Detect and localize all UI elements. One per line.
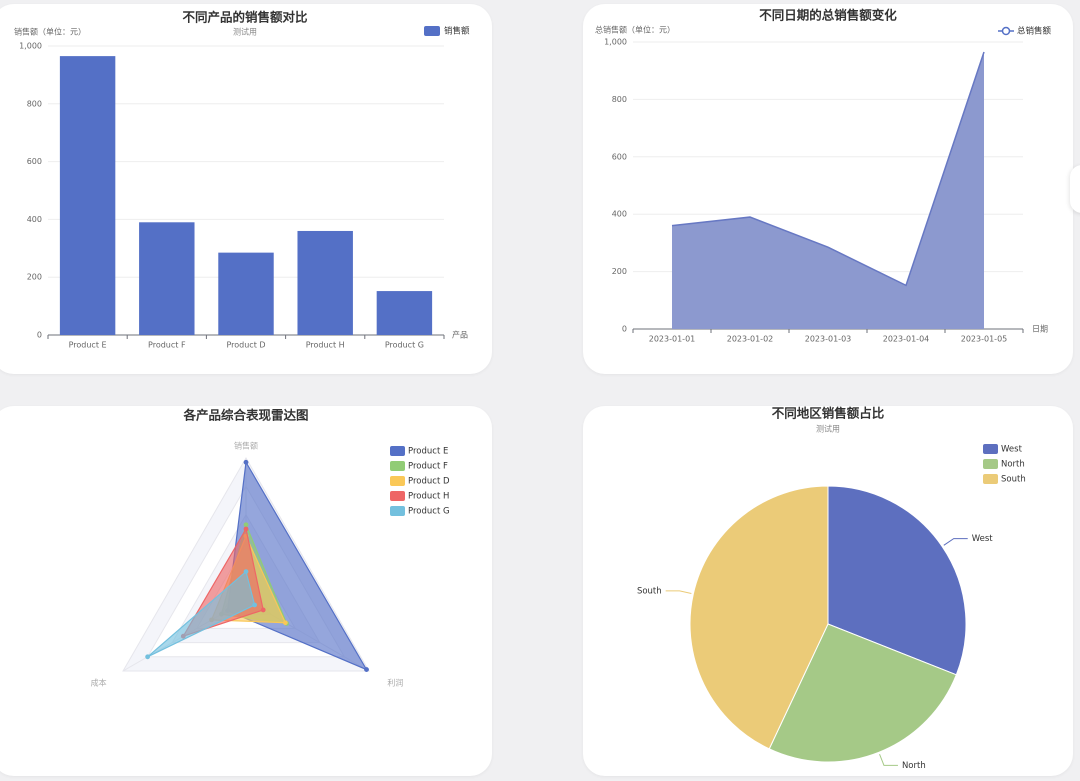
x-tick-label: 2023-01-04	[883, 335, 930, 344]
series-line-total	[671, 51, 985, 287]
pie-slice-south	[689, 485, 829, 750]
y-tick-label: 600	[27, 157, 42, 166]
radar-point-product-g	[145, 654, 151, 660]
radar-point-product-e	[364, 667, 369, 672]
pie-chart-panel: 不同地区销售额占比测试用 West North South West North South	[583, 406, 1073, 776]
legend-swatch-south	[983, 474, 998, 484]
legend-swatch-west	[983, 444, 998, 454]
pie-label-line-south	[665, 590, 692, 594]
pie-label-west: West	[972, 534, 994, 544]
legend-label-product-e: Product E	[408, 447, 448, 457]
x-tick-label: 2023-01-01	[649, 335, 696, 344]
x-tick-label: Product D	[226, 341, 265, 350]
chart-title: 不同产品的销售额对比	[182, 10, 308, 25]
x-tick-label: 2023-01-03	[805, 335, 852, 344]
legend-swatch-product-h	[390, 491, 405, 501]
y-tick-label: 800	[27, 99, 42, 108]
chart-title: 不同日期的总销售额变化	[759, 8, 897, 23]
radar-point-product-h	[243, 526, 249, 532]
legend-label-north: North	[1001, 460, 1025, 470]
legend-swatch-product-d	[390, 476, 405, 486]
pie-label-north: North	[902, 761, 926, 771]
bar-product-f	[139, 222, 195, 335]
bar-product-g	[376, 291, 433, 335]
y-tick-label: 0	[622, 325, 627, 334]
x-tick-label: Product E	[69, 341, 107, 350]
legend-label-south: South	[1001, 475, 1026, 485]
x-tick-label: 2023-01-05	[961, 335, 1008, 344]
chart-subtitle: 测试用	[816, 424, 840, 434]
legend-label-product-d: Product D	[408, 477, 450, 487]
y-tick-label: 200	[612, 267, 627, 276]
bar-product-h	[297, 230, 353, 335]
chart-title: 不同地区销售额占比	[772, 406, 885, 421]
radar-point-product-g	[252, 602, 258, 608]
radar-indicator-label: 销售额	[234, 441, 258, 451]
x-axis-name: 日期	[1032, 325, 1048, 334]
legend-swatch-north	[983, 459, 998, 469]
x-tick-label: Product G	[385, 341, 424, 350]
bar-product-e	[59, 56, 116, 336]
bar-product-d	[218, 252, 274, 335]
chart-subtitle: 测试用	[233, 27, 257, 37]
x-axis-name: 产品	[452, 330, 468, 340]
legend-label-product-h: Product H	[408, 492, 449, 502]
radar-point-product-e	[243, 459, 249, 465]
legend-swatch-product-g	[390, 506, 405, 516]
x-tick-label: 2023-01-02	[727, 335, 774, 344]
y-tick-label: 1,000	[19, 42, 42, 51]
pie-label-line-north	[879, 753, 898, 766]
legend-label-product-f: Product F	[408, 462, 448, 472]
legend-label-product-g: Product G	[408, 507, 450, 517]
bar-chart-panel: 不同产品的销售额对比测试用 销售额（单位：元） 产品 销售额 0 200 400 600 800…	[0, 4, 492, 374]
area-fill-total	[672, 52, 984, 330]
y-tick-label: 400	[27, 215, 42, 224]
side-drawer-handle[interactable]	[1070, 165, 1080, 213]
y-tick-label: 600	[612, 152, 627, 161]
area-chart-panel: 不同日期的总销售额变化总销售额（单位：元） 日期 总销售额 0 200 400 600 800…	[583, 4, 1073, 374]
pie-slice-north	[768, 623, 957, 763]
chart-title: 各产品综合表现雷达图	[182, 408, 308, 423]
y-axis-name: 销售额（单位：元）	[14, 27, 86, 37]
pie-slice-west	[827, 485, 967, 676]
y-tick-label: 800	[612, 95, 627, 104]
legend-marker-total	[1001, 26, 1011, 36]
y-tick-label: 1,000	[604, 38, 627, 47]
radar-point-product-g	[243, 569, 249, 574]
legend-label-sales: 销售额	[444, 26, 470, 37]
x-tick-label: Product F	[148, 341, 186, 350]
pie-label-line-west	[943, 538, 968, 546]
radar-indicator-label: 利润	[387, 678, 403, 688]
radar-chart-panel: 各产品综合表现雷达图销售额利润 成本 Product E Product F Produ…	[0, 406, 492, 776]
radar-area-product-g	[147, 570, 256, 658]
y-tick-label: 400	[612, 210, 627, 219]
y-axis-name: 总销售额（单位：元）	[595, 25, 675, 35]
x-tick-label: Product H	[306, 341, 345, 350]
radar-point-product-h	[260, 607, 266, 613]
y-tick-label: 0	[37, 331, 42, 340]
radar-point-product-d	[282, 620, 288, 626]
y-tick-label: 200	[27, 273, 42, 282]
legend-swatch-sales	[424, 26, 440, 36]
pie-label-south: South	[637, 586, 662, 596]
legend-swatch-product-f	[390, 461, 405, 471]
legend-label-total: 总销售额	[1017, 26, 1052, 37]
radar-indicator-label: 成本	[91, 678, 107, 688]
legend-label-west: West	[1001, 445, 1023, 455]
radar-point-product-f	[243, 522, 249, 528]
legend-swatch-product-e	[390, 446, 405, 456]
